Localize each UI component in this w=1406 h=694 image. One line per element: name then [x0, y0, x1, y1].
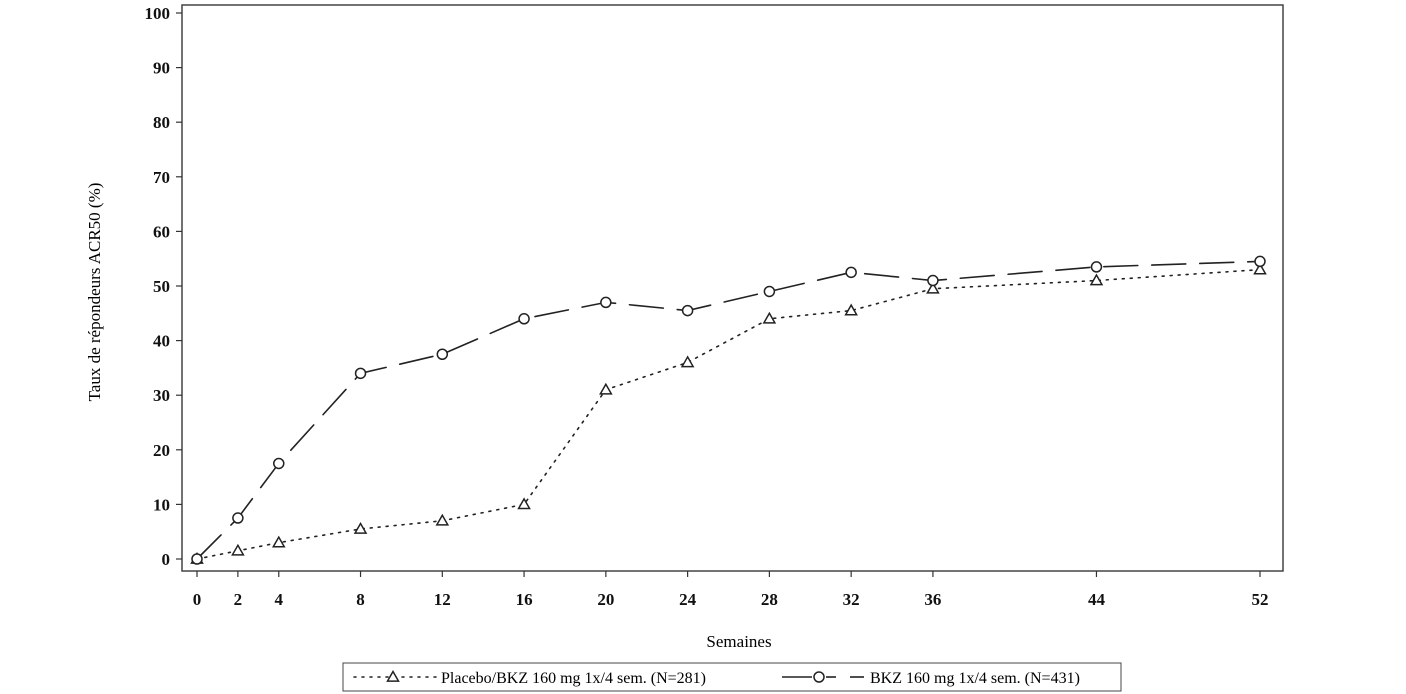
- legend-box: [342, 662, 1122, 692]
- data-point-series-2: [273, 457, 285, 470]
- series-line-1: [196, 268, 1261, 560]
- x-axis: 0 2 4 8 12 16 20 24 28 32 36 44 52: [193, 571, 1269, 609]
- data-point-series-1: [680, 355, 695, 368]
- x-tick-label: 16: [516, 590, 533, 609]
- x-tick-label: 2: [234, 590, 243, 609]
- y-tick-label: 40: [153, 332, 170, 351]
- data-point-series-2: [681, 304, 694, 317]
- plot-frame: [181, 4, 1284, 572]
- data-point-series-2: [191, 553, 203, 565]
- data-point-series-2: [518, 313, 530, 325]
- data-point-series-1: [353, 521, 368, 534]
- x-tick-label: 44: [1088, 590, 1106, 609]
- series-layer: [190, 255, 1267, 565]
- x-tick-label: 12: [434, 590, 451, 609]
- data-point-series-1: [271, 535, 286, 548]
- y-tick-label: 70: [153, 168, 170, 187]
- x-axis-title: Semaines: [706, 632, 771, 651]
- x-tick-label: 20: [597, 590, 614, 609]
- legend: Placebo/BKZ 160 mg 1x/4 sem. (N=281) BKZ…: [342, 662, 1122, 692]
- x-tick-label: 36: [924, 590, 941, 609]
- y-tick-label: 100: [145, 4, 171, 23]
- data-point-series-2: [763, 285, 776, 298]
- data-point-series-1: [1089, 273, 1104, 286]
- x-tick-label: 0: [193, 590, 202, 609]
- legend-marker-2: [813, 671, 825, 683]
- series-line-2: [196, 260, 1261, 560]
- data-point-series-2: [845, 266, 857, 279]
- data-point-series-2: [1090, 261, 1103, 273]
- legend-label-series-1: Placebo/BKZ 160 mg 1x/4 sem. (N=281): [441, 670, 706, 687]
- x-tick-label: 52: [1252, 590, 1269, 609]
- y-tick-label: 0: [162, 550, 171, 569]
- y-axis: 0 10 20 30 40 50 60 70 80 90 100: [145, 4, 182, 569]
- x-tick-label: 28: [761, 590, 778, 609]
- y-tick-label: 20: [153, 441, 170, 460]
- data-point-series-2: [1254, 255, 1266, 268]
- y-tick-label: 80: [153, 113, 170, 132]
- y-tick-label: 60: [153, 222, 170, 241]
- legend-items: [353, 669, 864, 683]
- y-tick-label: 50: [153, 277, 170, 296]
- x-tick-label: 8: [356, 590, 365, 609]
- legend-marker-1: [386, 669, 400, 682]
- data-point-series-1: [599, 382, 613, 395]
- y-tick-label: 10: [153, 495, 170, 514]
- data-point-series-1: [926, 281, 940, 294]
- data-point-series-2: [354, 367, 367, 380]
- data-point-series-1: [844, 303, 858, 316]
- data-point-series-1: [762, 311, 777, 324]
- y-tick-label: 90: [153, 59, 170, 78]
- x-tick-label: 32: [843, 590, 860, 609]
- x-tick-label: 4: [275, 590, 284, 609]
- legend-label-series-2: BKZ 160 mg 1x/4 sem. (N=431): [870, 670, 1080, 687]
- y-axis-title: Taux de répondeurs ACR50 (%): [85, 183, 104, 402]
- x-tick-label: 24: [679, 590, 697, 609]
- data-point-series-2: [927, 274, 939, 287]
- data-point-series-1: [231, 543, 245, 556]
- y-tick-label: 30: [153, 386, 170, 405]
- data-point-series-2: [600, 296, 612, 309]
- data-point-series-2: [232, 512, 244, 524]
- data-point-series-2: [436, 348, 449, 360]
- data-point-series-1: [435, 513, 450, 526]
- data-point-series-1: [517, 497, 531, 510]
- data-point-series-1: [1253, 262, 1267, 275]
